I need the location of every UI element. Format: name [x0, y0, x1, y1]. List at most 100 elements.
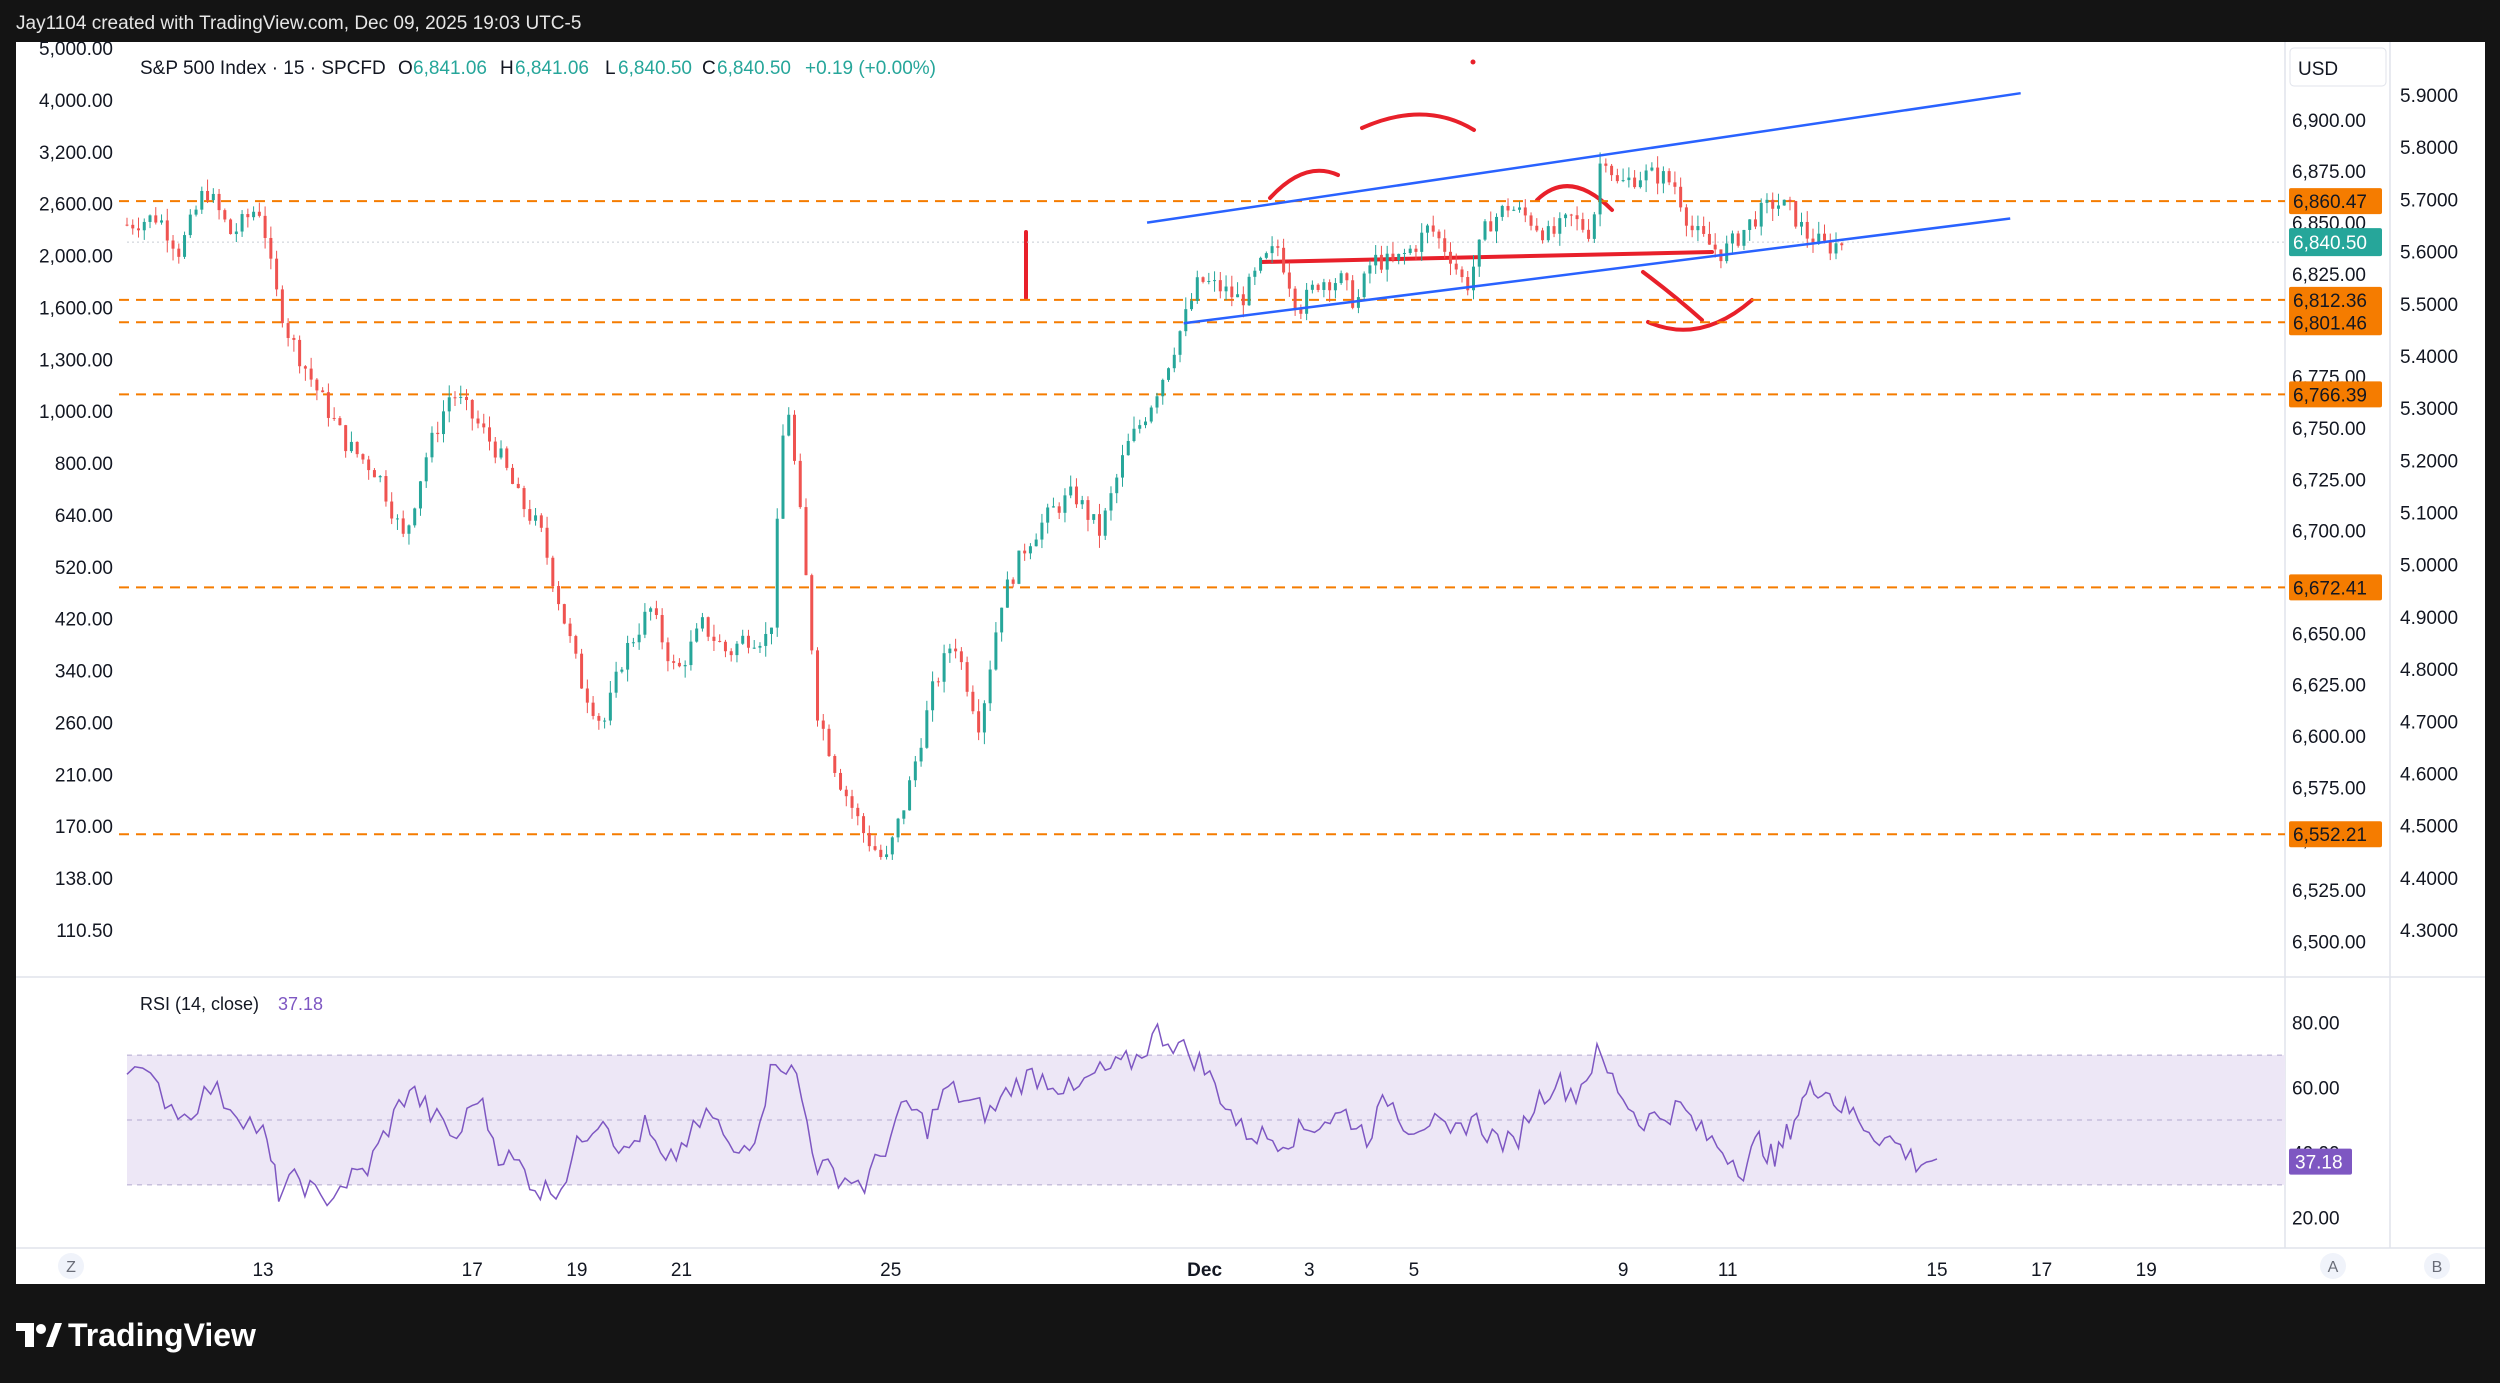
price-plot[interactable]: [125, 91, 2021, 1207]
candle-body: [148, 215, 152, 222]
candle-body: [1495, 216, 1499, 232]
candle: [1195, 270, 1199, 304]
candle: [505, 446, 509, 471]
candle: [896, 817, 900, 843]
candle-body: [1080, 500, 1084, 505]
candle-body: [867, 833, 871, 847]
candle-body: [1351, 280, 1355, 308]
candle: [689, 630, 693, 671]
candle: [1564, 213, 1568, 227]
legend-symbol: S&P 500 Index · 15 · SPCFD: [140, 58, 386, 79]
rsi-value-tag: [2289, 1148, 2352, 1175]
candle-body: [626, 642, 630, 670]
auto-scale-button[interactable]: [2320, 1253, 2346, 1279]
candle: [568, 617, 572, 643]
candle-body: [493, 441, 497, 458]
candle: [677, 658, 681, 668]
candle-body: [557, 586, 561, 605]
candle-body: [418, 481, 422, 509]
candle: [1742, 229, 1746, 250]
price-axis-tick: 6,600.00: [2292, 727, 2366, 748]
candle-body: [988, 669, 992, 704]
candle-body: [890, 837, 894, 855]
candle-body: [1195, 277, 1199, 301]
candle: [551, 555, 555, 593]
candle: [257, 202, 261, 218]
candle-body: [1040, 522, 1044, 540]
annotation-target-curve: [1646, 298, 1754, 332]
candle-body: [1477, 239, 1481, 267]
candle-body: [654, 608, 658, 616]
left-axis-tick: 210.00: [55, 765, 113, 786]
candle-body: [447, 397, 451, 412]
candle: [700, 612, 704, 632]
candle: [919, 738, 923, 767]
time-axis-label: 19: [2136, 1260, 2157, 1281]
candle-body: [1362, 273, 1366, 298]
candle-body: [269, 237, 273, 259]
candle: [931, 671, 935, 722]
candle: [177, 243, 181, 264]
candle-body: [1051, 506, 1055, 508]
candle: [286, 318, 290, 347]
axis-b-button[interactable]: [2424, 1253, 2450, 1279]
candle-body: [1558, 218, 1562, 234]
candle-body: [1512, 209, 1516, 211]
candle: [1604, 158, 1608, 173]
currency-button[interactable]: [2289, 47, 2387, 87]
candle: [1224, 275, 1228, 301]
candle-body: [850, 796, 854, 808]
candle: [597, 713, 601, 730]
candle-body: [568, 623, 572, 637]
candle: [1097, 503, 1101, 548]
candle: [1541, 227, 1545, 244]
candle-body: [378, 476, 382, 478]
candle: [1638, 171, 1642, 189]
candle: [447, 385, 451, 423]
candle: [465, 389, 469, 411]
candle-body: [321, 390, 325, 393]
footer: [0, 1284, 2500, 1383]
candle-body: [229, 219, 233, 235]
candle: [1782, 199, 1786, 206]
candle-body: [643, 611, 647, 635]
candle-body: [1736, 233, 1740, 246]
time-zone-button[interactable]: [58, 1253, 84, 1279]
candle-body: [689, 641, 693, 666]
left-axis-tick: 260.00: [55, 713, 113, 734]
candle-body: [309, 368, 313, 380]
candle-body: [700, 617, 704, 629]
candle: [1523, 199, 1527, 223]
candle-body: [1730, 233, 1734, 244]
candle-body: [810, 575, 814, 651]
footer-brand: TradingView: [68, 1317, 256, 1353]
candle: [1368, 260, 1372, 284]
candle-body: [211, 193, 215, 201]
candle-body: [977, 711, 981, 733]
candle: [1046, 503, 1050, 534]
candle: [441, 400, 445, 443]
candle: [591, 696, 595, 720]
candle: [1397, 253, 1401, 265]
candle: [1230, 275, 1234, 307]
candle: [1218, 272, 1222, 299]
candle: [1316, 283, 1320, 293]
candle-body: [1028, 546, 1032, 554]
candle-body: [839, 772, 843, 790]
time-axis-label: 25: [880, 1260, 901, 1281]
right-axis-tick: 5.3000: [2400, 399, 2458, 420]
candle: [1431, 215, 1435, 237]
candle: [1811, 228, 1815, 253]
candle-body: [257, 211, 261, 216]
candle-body: [1074, 486, 1078, 505]
candle-body: [413, 508, 417, 526]
candle: [263, 206, 267, 249]
candle: [637, 623, 641, 650]
candle-body: [280, 289, 284, 324]
candle: [695, 623, 699, 643]
candle-body: [1575, 215, 1579, 220]
candle: [1702, 216, 1706, 237]
candle: [1437, 229, 1441, 249]
candle-body: [1397, 253, 1401, 261]
